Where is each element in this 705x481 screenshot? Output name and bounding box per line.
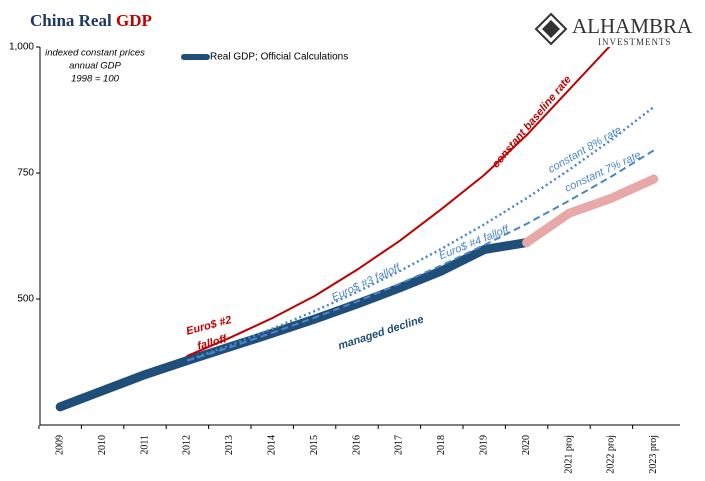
x-tick-label: 2018 (436, 435, 447, 455)
series (186, 105, 655, 362)
x-tick-label: 2016 (351, 435, 362, 455)
series (522, 174, 659, 248)
title-text: China Real (30, 11, 112, 30)
y-tick-label: 500 (17, 294, 34, 305)
title-highlight: GDP (116, 11, 152, 30)
series (187, 149, 655, 362)
series-line (522, 174, 659, 248)
annotation: Euro$ #2 (185, 314, 233, 338)
logo-sub: INVESTMENTS (598, 37, 672, 47)
series (186, 47, 611, 357)
x-tick-label: 2011 (139, 435, 150, 455)
logo-icon (534, 12, 568, 46)
x-tick-label: 2012 (182, 435, 193, 455)
logo-name: ALHAMBRA (572, 14, 693, 38)
x-tick-label: 2020 (521, 435, 532, 455)
series-line (186, 105, 655, 362)
logo: ALHAMBRA INVESTMENTS (534, 12, 693, 47)
x-tick-label: 2022 proj (606, 435, 617, 474)
x-tick-label: 2021 proj (563, 435, 574, 474)
x-tick-label: 2014 (266, 435, 277, 455)
logo-icon-inner (542, 20, 560, 38)
x-tick-label: 2017 (394, 435, 405, 455)
annotation: managed decline (337, 313, 426, 352)
x-tick-label: 2019 (478, 435, 489, 455)
y-tick-label: 750 (17, 168, 34, 179)
series-line (187, 149, 655, 362)
legend-label: Real GDP; Official Calculations (210, 52, 348, 63)
chart-title: China Real GDP (30, 11, 152, 30)
x-tick-label: 2015 (309, 435, 320, 455)
note: annual GDP (69, 61, 121, 72)
note: 1998 = 100 (71, 74, 120, 85)
note: indexed constant prices (45, 48, 145, 59)
y-tick-label: 1,000 (9, 42, 34, 53)
x-tick-label: 2009 (54, 435, 65, 455)
x-tick-label: 2023 proj (648, 435, 659, 474)
x-tick-label: 2010 (97, 435, 108, 455)
series-line (186, 47, 611, 357)
x-tick-label: 2013 (224, 435, 235, 455)
